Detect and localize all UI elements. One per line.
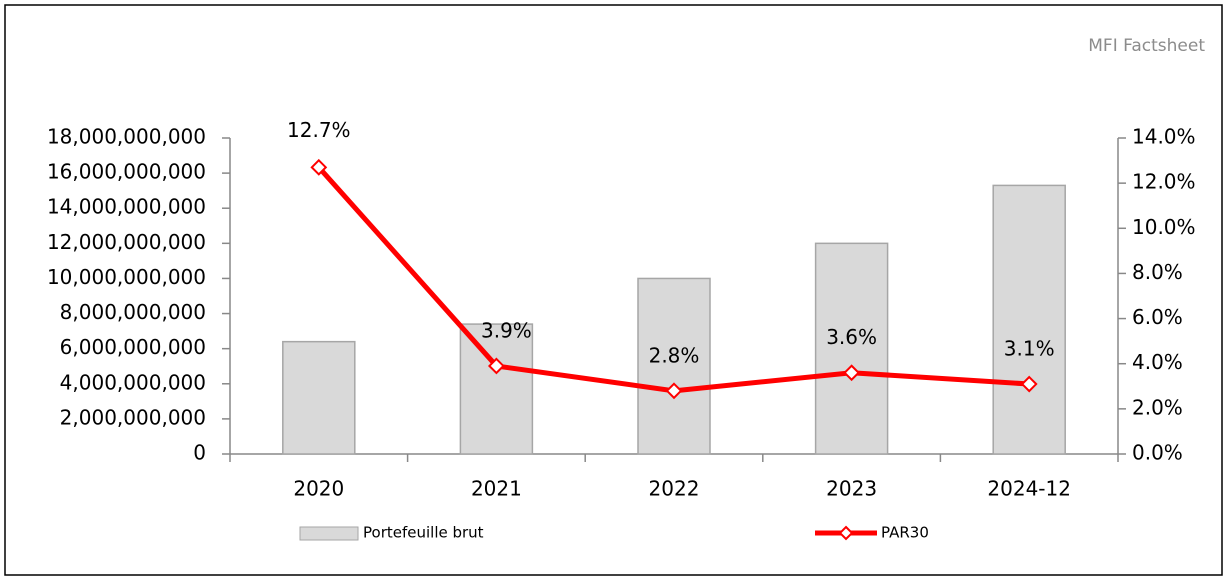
bar xyxy=(992,184,1066,455)
marker xyxy=(487,357,505,375)
marker xyxy=(843,364,861,382)
data-label: 3.6% xyxy=(826,325,877,349)
y2-tick-label: 0.0% xyxy=(1132,441,1183,465)
bar xyxy=(459,323,534,455)
y2-tick-label: 8.0% xyxy=(1132,260,1183,284)
y-tick-label: 12,000,000,000 xyxy=(47,230,206,254)
y2-tick-label: 14.0% xyxy=(1132,125,1196,149)
legend-label: Portefeuille brut xyxy=(363,524,484,542)
marker xyxy=(1020,375,1038,393)
y-tick-label: 2,000,000,000 xyxy=(60,405,206,429)
chart-title: MFI Factsheet xyxy=(1088,36,1205,56)
legend-label: PAR30 xyxy=(881,524,929,542)
y-tick-label: 0 xyxy=(193,441,206,465)
bar xyxy=(637,277,711,455)
x-tick-label: 2022 xyxy=(649,477,700,501)
y2-tick-label: 6.0% xyxy=(1132,305,1183,329)
data-label: 12.7% xyxy=(287,118,351,142)
legend-marker xyxy=(838,525,854,541)
y-tick-label: 10,000,000,000 xyxy=(47,265,206,289)
x-tick-label: 2020 xyxy=(293,477,344,501)
legend-swatch xyxy=(299,526,359,541)
data-label: 3.9% xyxy=(481,318,532,342)
y2-tick-label: 12.0% xyxy=(1132,170,1196,194)
data-label: 3.1% xyxy=(1004,337,1055,361)
y2-tick-label: 10.0% xyxy=(1132,215,1196,239)
x-tick-label: 2024-12 xyxy=(987,477,1071,501)
marker xyxy=(665,382,683,400)
marker xyxy=(310,158,328,176)
bar xyxy=(814,242,889,455)
y2-tick-label: 2.0% xyxy=(1132,395,1183,419)
data-label: 2.8% xyxy=(649,343,700,367)
y-tick-label: 6,000,000,000 xyxy=(60,335,206,359)
y-tick-label: 16,000,000,000 xyxy=(47,160,206,184)
y-tick-label: 4,000,000,000 xyxy=(60,370,206,394)
y-tick-label: 8,000,000,000 xyxy=(60,300,206,324)
bar xyxy=(282,340,356,455)
x-tick-label: 2021 xyxy=(471,477,522,501)
y-tick-label: 18,000,000,000 xyxy=(47,125,206,149)
x-tick-label: 2023 xyxy=(826,477,877,501)
y-tick-label: 14,000,000,000 xyxy=(47,195,206,219)
y2-tick-label: 4.0% xyxy=(1132,350,1183,374)
